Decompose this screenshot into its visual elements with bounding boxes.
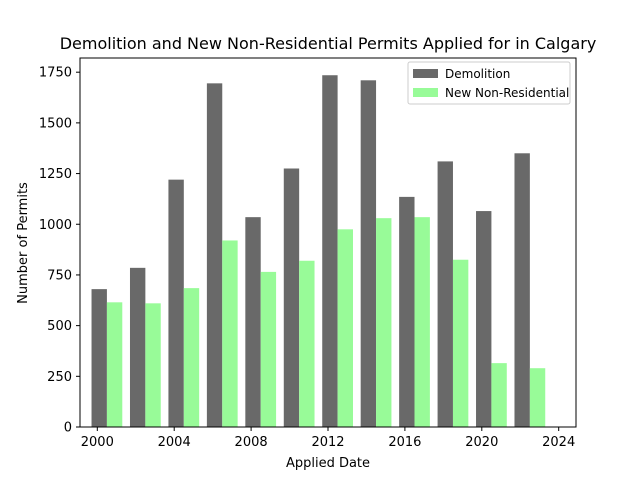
x-tick-label-2024: 2024: [542, 435, 575, 450]
bar-demolition-10: [476, 211, 492, 427]
bar-demolition-8: [399, 196, 415, 427]
x-tick-label-2008: 2008: [235, 435, 268, 450]
bar-new-non-residential-8: [414, 217, 430, 427]
x-axis-label: Applied Date: [286, 456, 370, 471]
bar-new-non-residential-6: [337, 229, 353, 427]
bar-new-non-residential-9: [452, 259, 469, 427]
bar-new-non-residential-11: [529, 368, 546, 427]
bar-demolition-1: [129, 267, 146, 427]
bar-demolition-3: [206, 83, 223, 427]
bar-demolition-9: [437, 161, 453, 427]
y-tick-label-750: 750: [47, 268, 72, 283]
y-tick-label-1500: 1500: [39, 116, 72, 131]
bar-demolition-2: [168, 179, 184, 427]
y-axis-label: Number of Permits: [16, 182, 31, 304]
bars-group: [91, 75, 546, 428]
bar-new-non-residential-7: [376, 218, 392, 427]
y-tick-label-1000: 1000: [39, 218, 72, 233]
y-tick-label-250: 250: [47, 370, 72, 385]
bar-demolition-4: [245, 217, 261, 427]
bar-demolition-7: [360, 80, 377, 428]
bar-demolition-6: [322, 75, 338, 427]
bar-new-non-residential-5: [299, 260, 315, 427]
axes-group: 2000 2004 2008 2012 2016 2020 2024 0 250 500 750 10…: [39, 57, 577, 450]
bar-new-non-residential-3: [222, 240, 238, 427]
bar-new-non-residential-2: [183, 288, 200, 427]
y-tick-label-1750: 1750: [39, 66, 72, 81]
chart-title: Demolition and New Non-Residential Permi…: [60, 34, 597, 53]
bar-new-non-residential-10: [491, 363, 507, 427]
x-tick-label-2004: 2004: [158, 435, 191, 450]
x-tick-label-2012: 2012: [311, 435, 344, 450]
x-tick-label-2000: 2000: [81, 435, 114, 450]
legend-frame: [407, 61, 571, 105]
bar-new-non-residential-1: [145, 303, 161, 427]
x-tick-label-2020: 2020: [465, 435, 498, 450]
y-tick-label-500: 500: [47, 319, 72, 334]
bar-new-non-residential-4: [260, 271, 277, 427]
legend-label-demolition: Demolition: [445, 67, 510, 81]
bar-demolition-11: [514, 153, 530, 428]
bar-demolition-5: [283, 168, 300, 427]
legend-swatch-demolition: [413, 69, 438, 78]
legend-swatch-new-non-residential: [413, 88, 438, 97]
x-tick-label-2016: 2016: [388, 435, 421, 450]
bar-demolition-0: [91, 289, 107, 427]
bar-new-non-residential-0: [106, 302, 123, 427]
y-tick-label-1250: 1250: [39, 167, 72, 182]
y-tick-label-0: 0: [64, 421, 72, 436]
legend: Demolition New Non-Residential: [407, 61, 571, 105]
legend-label-new-non-residential: New Non-Residential: [445, 86, 569, 100]
